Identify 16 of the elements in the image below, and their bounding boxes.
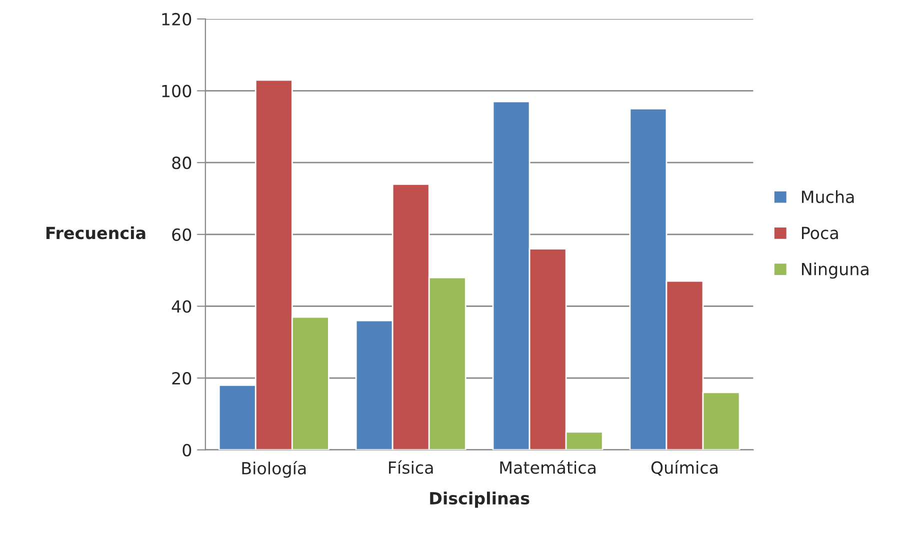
x-tick-label: Física: [389, 460, 433, 474]
y-tick-label: 80: [172, 156, 192, 170]
x-tick-label: Química: [651, 460, 718, 476]
y-tick-label: 20: [172, 372, 192, 385]
legend-label: Poca: [802, 226, 838, 240]
y-tick-label: 60: [172, 228, 192, 241]
legend-label: Ninguna: [802, 262, 868, 279]
y-tick-label: 40: [172, 300, 192, 313]
y-tick-label: 100: [162, 84, 192, 98]
y-tick-label: 120: [162, 12, 192, 26]
y-tick-label: 0: [182, 444, 192, 456]
x-tick-label: Biología: [242, 460, 306, 478]
legend-label: Mucha: [802, 190, 854, 204]
y-axis-title: Frecuencia: [46, 226, 146, 240]
x-tick-label: Matemática: [500, 460, 596, 474]
x-axis-title: Disciplinas: [430, 492, 530, 508]
